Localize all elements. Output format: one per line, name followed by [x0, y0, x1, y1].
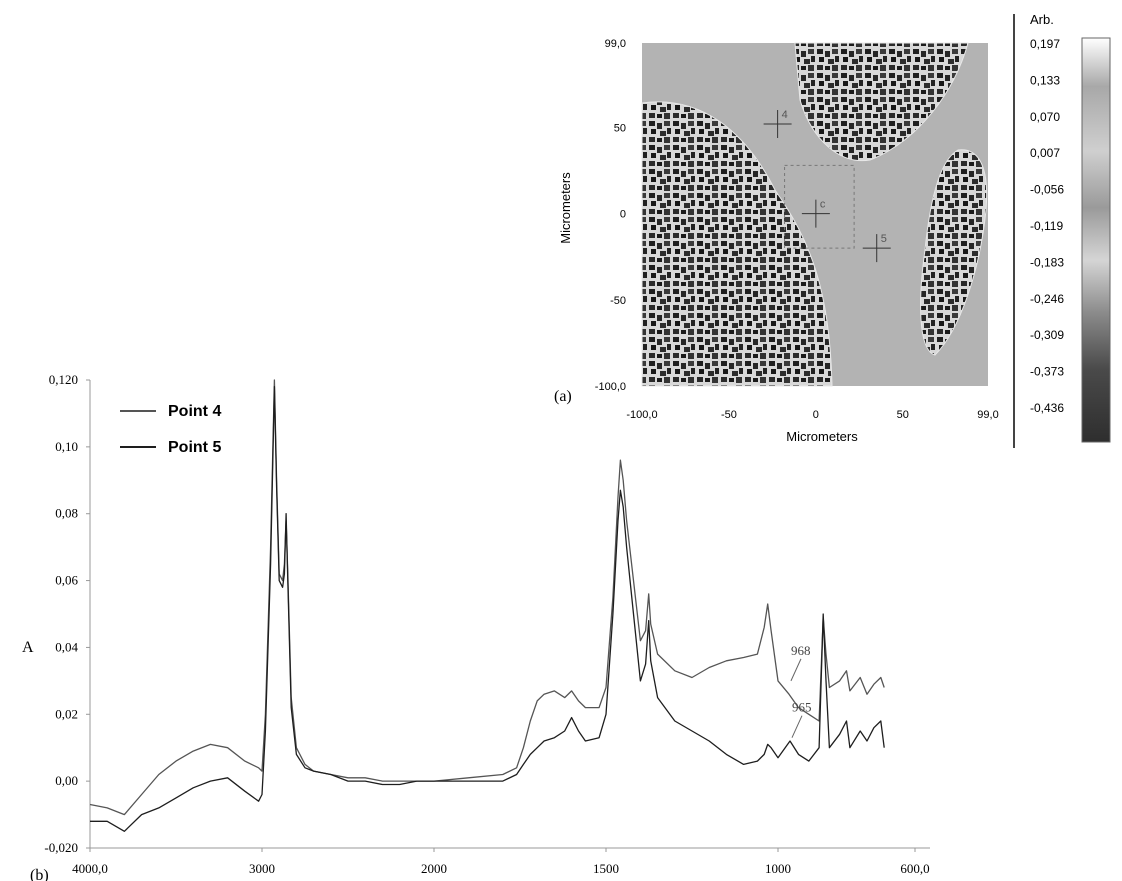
spectra-x-tick-label: 2000 — [421, 861, 447, 876]
spectra-x-tick-label: 1500 — [593, 861, 619, 876]
heatmap-y-tick-label: -100,0 — [595, 381, 626, 393]
spectra-y-tick-label: 0,00 — [55, 773, 78, 788]
spectra-annotation-leader-968 — [790, 658, 802, 682]
spectra-y-tick-label: 0,04 — [55, 639, 78, 654]
spectra-annotation-leader-965 — [791, 715, 803, 738]
legend-label-point-5: Point 5 — [168, 439, 221, 456]
spectra-y-tick-label: 0,120 — [49, 372, 78, 387]
heatmap-y-tick-label: 0 — [620, 209, 626, 221]
colorbar-tick-label: 0,197 — [1030, 37, 1060, 51]
colorbar: Arb. 0,197 0,133 0,070 0,007 -0,056 -0,119 -0,… — [1013, 12, 1111, 448]
colorbar-tick-label: 0,007 — [1030, 146, 1060, 160]
colorbar-gradient — [1081, 37, 1111, 443]
spectra-y-tick-label: 0,10 — [55, 439, 78, 454]
colorbar-tick-label: 0,133 — [1030, 73, 1060, 87]
heatmap-region-sample-left — [641, 101, 833, 387]
panel-a-label: (a) — [554, 388, 572, 405]
panel-b-label: (b) — [30, 867, 49, 881]
spectra-y-axis-label: A — [22, 639, 34, 656]
spectra-plot: 0,120 0,10 0,08 0,06 0,04 0,02 0,00 -0,020 4000… — [44, 372, 930, 876]
heatmap-x-tick-label: 99,0 — [977, 409, 998, 421]
heatmap-y-tick-label: 99,0 — [605, 38, 626, 50]
spectra-x-tick-label: 600,0 — [900, 861, 929, 876]
spectra-legend: Point 4 Point 5 — [120, 403, 221, 456]
colorbar-tick-label: 0,070 — [1030, 110, 1060, 124]
heatmap-x-axis-label: Micrometers — [786, 429, 858, 444]
spectra-x-tick-label: 3000 — [249, 861, 275, 876]
legend-label-point-4: Point 4 — [168, 403, 221, 420]
heatmap-y-tick-label: 50 — [614, 122, 626, 134]
crosshair-label-c: c — [820, 199, 826, 211]
spectra-x-tick-label: 1000 — [765, 861, 791, 876]
colorbar-tick-label: -0,309 — [1030, 328, 1064, 342]
spectra-y-tick-label: 0,06 — [55, 573, 78, 588]
heatmap-x-tick-label: -50 — [721, 409, 737, 421]
spectra-annotation-965: 965 — [792, 700, 812, 715]
colorbar-unit-label: Arb. — [1030, 12, 1054, 27]
spectra-x-tick-label: 4000,0 — [72, 861, 108, 876]
spectra-annotation-968: 968 — [791, 643, 811, 658]
crosshair-label-5: 5 — [881, 233, 887, 245]
heatmap-x-tick-label: 0 — [813, 409, 819, 421]
heatmap-region-sample-top — [794, 42, 969, 162]
colorbar-tick-label: -0,119 — [1030, 219, 1063, 233]
spectra-y-tick-label: 0,02 — [55, 706, 78, 721]
colorbar-tick-label: -0,056 — [1030, 183, 1064, 197]
heatmap-y-tick-label: -50 — [610, 295, 626, 307]
colorbar-tick-label: -0,246 — [1030, 292, 1064, 306]
heatmap-x-tick-label: -100,0 — [626, 409, 657, 421]
heatmap-selection-box — [784, 164, 855, 249]
crosshair-label-4: 4 — [782, 109, 788, 121]
heatmap-y-axis-label: Micrometers — [558, 172, 573, 244]
heatmap-x-tick-label: 50 — [897, 409, 909, 421]
chemical-image-panel: 4 5 c -100,0 -50 0 50 99,0 99,0 50 0 -50 -100,0 — [595, 38, 999, 421]
colorbar-tick-label: -0,373 — [1030, 365, 1064, 379]
colorbar-tick-label: -0,183 — [1030, 255, 1064, 269]
spectra-y-tick-label: -0,020 — [44, 840, 78, 855]
spectrum-line-point-5 — [90, 386, 885, 832]
heatmap-region-sample-right — [920, 149, 988, 356]
spectra-y-tick-label: 0,08 — [55, 506, 78, 521]
colorbar-tick-label: -0,436 — [1030, 401, 1064, 415]
